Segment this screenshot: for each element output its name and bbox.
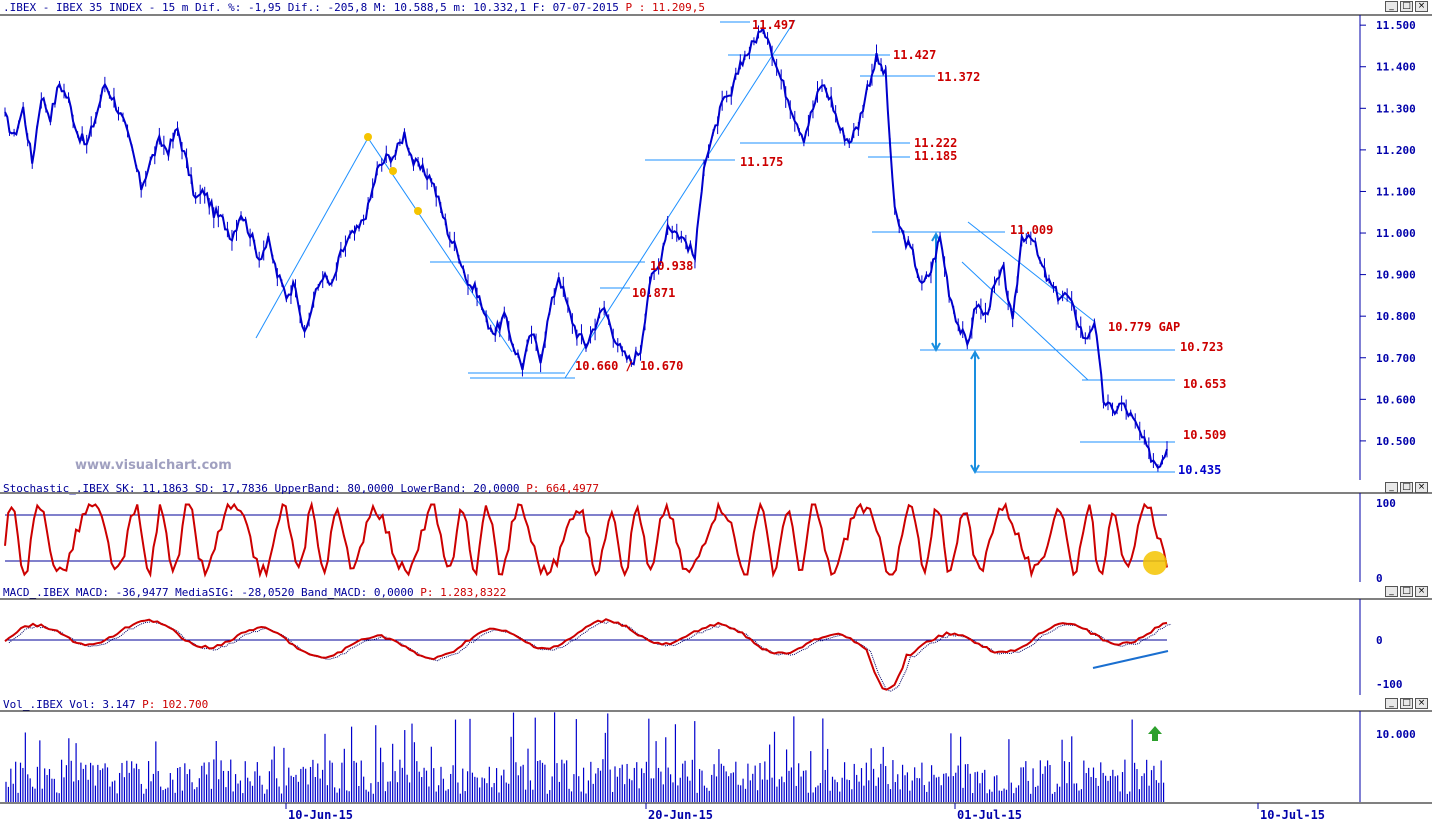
y-tick-label: 100 <box>1376 497 1396 510</box>
close-button[interactable]: × <box>1415 586 1428 597</box>
stoch-header-p-value: P: 664,4977 <box>526 482 599 495</box>
macd-header-text: MACD_.IBEX MACD: -36,9477 MediaSIG: -28,… <box>3 586 420 599</box>
level-label: 10.871 <box>632 286 675 300</box>
y-tick-label: 11.500 <box>1376 19 1416 32</box>
y-tick-label: 11.000 <box>1376 227 1416 240</box>
y-tick-label: 10.600 <box>1376 393 1416 406</box>
y-tick-label: 0 <box>1376 572 1383 585</box>
maximize-button[interactable]: □ <box>1400 698 1413 709</box>
stoch-highlight <box>1143 551 1167 575</box>
y-tick-label: -100 <box>1376 678 1403 691</box>
vol-header-p-value: P: 102.700 <box>142 698 208 711</box>
trend-line <box>961 261 1089 381</box>
y-tick-label: 11.100 <box>1376 185 1416 198</box>
arrow-head <box>970 464 980 475</box>
level-label: 11.497 <box>752 18 795 32</box>
stoch-header-text: Stochastic_.IBEX SK: 11,1863 SD: 17,7836… <box>3 482 526 495</box>
level-label: 10.938 <box>650 259 693 273</box>
pivot-marker <box>364 133 372 141</box>
level-label: 10.660 / 10.670 <box>575 359 683 373</box>
macd-header: MACD_.IBEX MACD: -36,9477 MediaSIG: -28,… <box>3 586 506 599</box>
maximize-button[interactable]: □ <box>1400 1 1413 12</box>
arrow-head <box>931 342 941 353</box>
watermark: www.visualchart.com <box>75 458 232 473</box>
pivot-marker <box>389 167 397 175</box>
level-label: 10.509 <box>1183 428 1226 442</box>
y-tick-label: 11.200 <box>1376 144 1416 157</box>
level-label: 10.723 <box>1180 340 1223 354</box>
trend-line <box>967 221 1096 323</box>
close-button[interactable]: × <box>1415 1 1428 12</box>
macd-divergence-line <box>1092 650 1169 669</box>
macd-header-p-value: P: 1.283,8322 <box>420 586 506 599</box>
trend-line <box>564 19 796 379</box>
close-button[interactable]: × <box>1415 698 1428 709</box>
y-tick-label: 10.000 <box>1376 728 1416 741</box>
level-label: 11.427 <box>893 48 936 62</box>
vol-header: Vol_.IBEX Vol: 3.147 P: 102.700 <box>3 698 208 711</box>
level-label: 11.222 <box>914 136 957 150</box>
level-label: 11.175 <box>740 155 783 169</box>
x-tick-label: 10-Jul-15 <box>1260 808 1325 822</box>
vol-header-text: Vol_.IBEX Vol: 3.147 <box>3 698 142 711</box>
level-label: 11.009 <box>1010 223 1053 237</box>
minimize-button[interactable]: _ <box>1385 586 1398 597</box>
y-tick-label: 11.300 <box>1376 102 1416 115</box>
minimize-button[interactable]: _ <box>1385 698 1398 709</box>
y-tick-label: 10.500 <box>1376 435 1416 448</box>
macd-signal-line <box>8 620 1172 692</box>
y-tick-label: 11.400 <box>1376 61 1416 74</box>
level-label: 10.653 <box>1183 377 1226 391</box>
x-tick-label: 01-Jul-15 <box>957 808 1022 822</box>
stoch-header: Stochastic_.IBEX SK: 11,1863 SD: 17,7836… <box>3 482 599 495</box>
maximize-button[interactable]: □ <box>1400 482 1413 493</box>
level-label: 11.185 <box>914 149 957 163</box>
y-tick-label: 0 <box>1376 634 1383 647</box>
price-header-text: .IBEX - IBEX 35 INDEX - 15 m Dif. %: -1,… <box>3 1 626 14</box>
y-tick-label: 10.900 <box>1376 269 1416 282</box>
level-label: 10.779 GAP <box>1108 320 1180 334</box>
y-tick-label: 10.700 <box>1376 352 1416 365</box>
pivot-marker <box>414 207 422 215</box>
price-series-line <box>4 25 1168 470</box>
minimize-button[interactable]: _ <box>1385 1 1398 12</box>
level-label: 11.372 <box>937 70 980 84</box>
level-label: 10.435 <box>1178 463 1221 477</box>
up-arrow-icon <box>1148 726 1162 741</box>
macd-line <box>4 618 1168 691</box>
maximize-button[interactable]: □ <box>1400 586 1413 597</box>
close-button[interactable]: × <box>1415 482 1428 493</box>
x-tick-label: 10-Jun-15 <box>288 808 353 822</box>
arrow-head <box>970 349 980 360</box>
price-header-p-value: P : 11.209,5 <box>626 1 705 14</box>
trend-line <box>255 137 369 339</box>
x-tick-label: 20-Jun-15 <box>648 808 713 822</box>
minimize-button[interactable]: _ <box>1385 482 1398 493</box>
y-tick-label: 10.800 <box>1376 310 1416 323</box>
price-header: .IBEX - IBEX 35 INDEX - 15 m Dif. %: -1,… <box>3 1 705 14</box>
stoch-line <box>4 500 1168 579</box>
